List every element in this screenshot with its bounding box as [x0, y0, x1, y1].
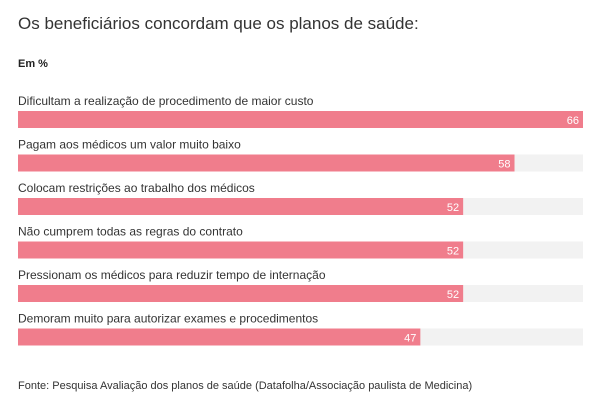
chart-title: Os beneficiários concordam que os planos… [18, 14, 419, 33]
bar-chart: Dificultam a realização de procedimento … [18, 94, 583, 346]
category-label: Dificultam a realização de procedimento … [18, 94, 314, 108]
bar [18, 198, 464, 215]
bar [18, 111, 583, 128]
bar-row: Dificultam a realização de procedimento … [18, 94, 583, 128]
bar-value-label: 47 [404, 333, 416, 345]
bar-row: Não cumprem todas as regras do contrato 5… [18, 225, 583, 259]
category-label: Pagam aos médicos um valor muito baixo [18, 138, 241, 152]
bar [18, 285, 464, 302]
bar-value-label: 58 [498, 159, 510, 171]
bar [18, 328, 421, 346]
category-label: Colocam restrições ao trabalho dos médic… [18, 181, 255, 195]
category-label: Demoram muito para autorizar exames e pr… [18, 312, 318, 326]
bar [18, 241, 464, 259]
source-note: Fonte: Pesquisa Avaliação dos planos de … [18, 380, 473, 392]
bar-value-label: 66 [567, 115, 579, 127]
bar-value-label: 52 [447, 202, 459, 214]
bar-row: Pagam aos médicos um valor muito baixo 58 [18, 138, 583, 172]
bar [18, 154, 515, 172]
category-label: Pressionam os médicos para reduzir tempo… [18, 268, 326, 282]
bar-row: Demoram muito para autorizar exames e pr… [18, 312, 583, 346]
chart-subtitle: Em % [18, 58, 48, 70]
bar-value-label: 52 [447, 246, 459, 258]
bar-value-label: 52 [447, 289, 459, 301]
category-label: Não cumprem todas as regras do contrato [18, 225, 243, 239]
bar-row: Pressionam os médicos para reduzir tempo… [18, 268, 583, 302]
bar-row: Colocam restrições ao trabalho dos médic… [18, 181, 583, 215]
